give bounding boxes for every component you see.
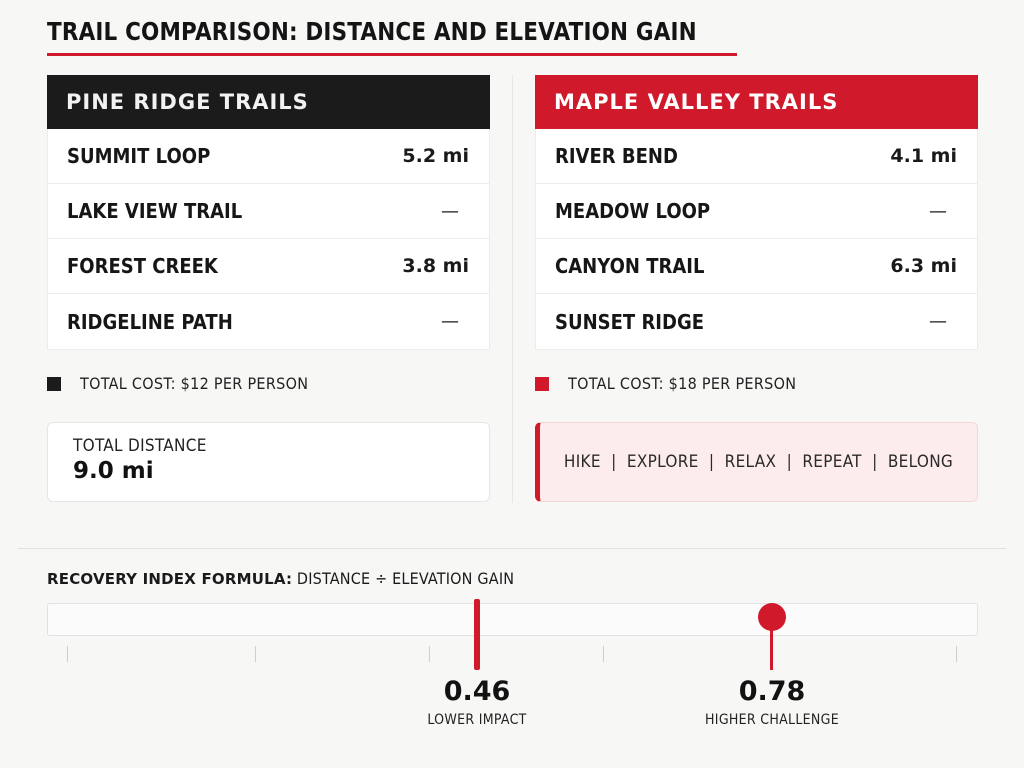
trail-name: SUNSET RIDGE — [555, 309, 705, 334]
trail-name: LAKE VIEW TRAIL — [67, 199, 243, 223]
maple-valley-heading: MAPLE VALLEY TRAILS — [535, 75, 978, 129]
higher-challenge-marker-stem — [770, 620, 773, 670]
trail-distance: — — [929, 200, 947, 222]
page-title: TRAIL COMPARISON: DISTANCE AND ELEVATION… — [47, 17, 697, 46]
tagline-card: HIKE | EXPLORE | RELAX | REPEAT | BELONG — [535, 422, 978, 502]
pine-ridge-cost: TOTAL COST: $12 PER PERSON — [47, 374, 308, 393]
tagline-text: HIKE | EXPLORE | RELAX | REPEAT | BELONG — [563, 452, 954, 472]
recovery-index-scale — [47, 603, 978, 636]
higher-challenge-value: 0.78 — [738, 676, 806, 707]
title-underline — [47, 53, 737, 56]
lower-impact-marker — [474, 599, 480, 670]
lower-impact-caption: LOWER IMPACT — [427, 712, 527, 728]
trail-name: MEADOW LOOP — [555, 199, 711, 223]
formula-label: RECOVERY INDEX FORMULA: — [47, 570, 293, 588]
legend-swatch-red — [535, 376, 549, 391]
trail-row: RIVER BEND 4.1 mi — [536, 129, 977, 184]
scale-tick — [429, 646, 430, 662]
pine-ridge-panel: PINE RIDGE TRAILS SUMMIT LOOP 5.2 mi LAK… — [47, 75, 490, 350]
pine-ridge-trail-list: SUMMIT LOOP 5.2 mi LAKE VIEW TRAIL — FOR… — [47, 129, 490, 350]
pine-ridge-cost-text: TOTAL COST: $12 PER PERSON — [80, 374, 309, 393]
trail-distance: 6.3 mi — [890, 255, 957, 277]
maple-valley-cost-text: TOTAL COST: $18 PER PERSON — [568, 374, 797, 393]
trail-row: CANYON TRAIL 6.3 mi — [536, 239, 977, 294]
formula-expression: DISTANCE ÷ ELEVATION GAIN — [292, 569, 515, 588]
scale-tick — [956, 646, 957, 662]
scale-tick — [255, 646, 256, 662]
maple-valley-trail-list: RIVER BEND 4.1 mi MEADOW LOOP — CANYON T… — [535, 129, 978, 350]
trail-name: RIDGELINE PATH — [67, 309, 233, 334]
trail-row: MEADOW LOOP — — [536, 184, 977, 239]
total-distance-label: TOTAL DISTANCE — [73, 436, 207, 456]
trail-distance: — — [929, 311, 947, 332]
maple-valley-cost: TOTAL COST: $18 PER PERSON — [535, 374, 796, 393]
scale-tick — [603, 646, 604, 662]
legend-swatch-dark — [47, 376, 61, 391]
section-divider — [18, 548, 1006, 549]
scale-tick — [67, 646, 68, 662]
trail-name: CANYON TRAIL — [555, 254, 705, 278]
higher-challenge-marker-pin — [758, 603, 786, 631]
trail-row: SUMMIT LOOP 5.2 mi — [48, 129, 489, 184]
trail-row: RIDGELINE PATH — — [48, 294, 489, 349]
higher-challenge-caption: HIGHER CHALLENGE — [705, 712, 839, 728]
recovery-index-formula: RECOVERY INDEX FORMULA: DISTANCE ÷ ELEVA… — [47, 569, 514, 588]
panel-divider — [512, 75, 513, 503]
trail-name: SUMMIT LOOP — [67, 144, 211, 168]
trail-distance: 4.1 mi — [890, 145, 957, 167]
trail-name: RIVER BEND — [555, 144, 678, 168]
total-distance-card: TOTAL DISTANCE 9.0 mi — [47, 422, 490, 502]
maple-valley-panel: MAPLE VALLEY TRAILS RIVER BEND 4.1 mi ME… — [535, 75, 978, 350]
total-distance-value: 9.0 mi — [73, 458, 154, 484]
trail-distance: — — [441, 200, 459, 222]
trail-name: FOREST CREEK — [67, 254, 218, 278]
lower-impact-value: 0.46 — [443, 676, 511, 707]
trail-row: LAKE VIEW TRAIL — — [48, 184, 489, 239]
pine-ridge-heading: PINE RIDGE TRAILS — [47, 75, 490, 129]
trail-distance: 5.2 mi — [402, 145, 469, 167]
trail-row: FOREST CREEK 3.8 mi — [48, 239, 489, 294]
trail-distance: — — [441, 311, 459, 332]
trail-row: SUNSET RIDGE — — [536, 294, 977, 349]
trail-distance: 3.8 mi — [402, 255, 469, 277]
